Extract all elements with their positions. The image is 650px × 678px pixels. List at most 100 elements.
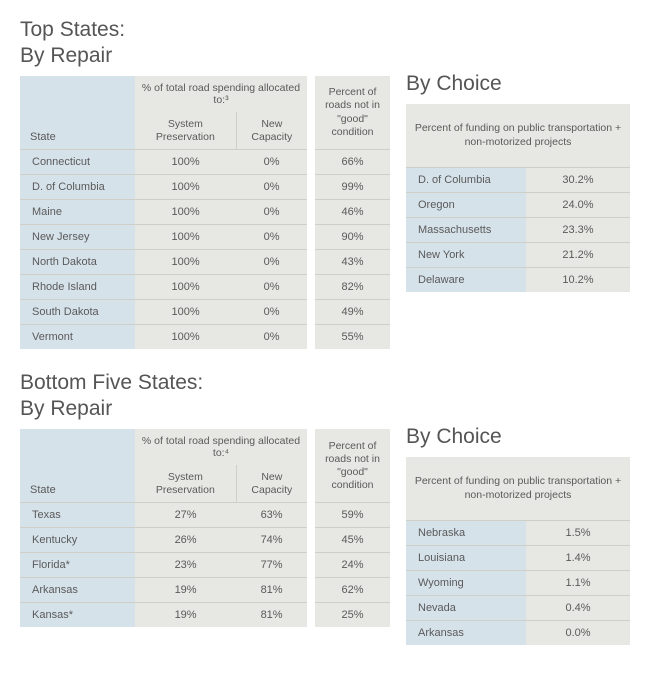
cell-new: 81% [236, 578, 307, 603]
choice-hdr: Percent of funding on public transportat… [406, 104, 630, 168]
cell-new: 77% [236, 553, 307, 578]
cell-pct: 24% [315, 553, 390, 578]
gap [307, 503, 315, 528]
gap [307, 429, 315, 503]
cell-pct: 99% [315, 175, 390, 200]
gap [307, 150, 315, 175]
table-row: Kentucky26%74%45% [20, 528, 390, 553]
cell-new: 0% [236, 275, 307, 300]
table-row: D. of Columbia100%0%99% [20, 175, 390, 200]
cell-pct: 1.4% [526, 546, 630, 571]
gap [307, 300, 315, 325]
cell-new: 63% [236, 503, 307, 528]
choice-hdr: Percent of funding on public transportat… [406, 457, 630, 521]
cell-pct: 82% [315, 275, 390, 300]
table-row: Louisiana1.4% [406, 546, 630, 571]
table-row: Connecticut100%0%66% [20, 150, 390, 175]
top-repair-table: State % of total road spending allocated… [20, 76, 390, 349]
table-row: North Dakota100%0% 43% [20, 250, 390, 275]
cell-state: South Dakota [20, 300, 135, 325]
table-row: New York21.2% [406, 243, 630, 268]
cell-sys: 23% [135, 553, 236, 578]
cell-state: Kansas* [20, 603, 135, 628]
col-sys: System Preservation [135, 465, 236, 503]
cell-sys: 26% [135, 528, 236, 553]
gap [307, 250, 315, 275]
gap [307, 578, 315, 603]
col-state: State [20, 429, 135, 503]
cell-state: D. of Columbia [406, 168, 526, 193]
bottom-section: By Repair State % of total road spending… [20, 397, 630, 645]
cell-state: Maine [20, 200, 135, 225]
cell-new: 81% [236, 603, 307, 628]
bottom-repair-table: State % of total road spending allocated… [20, 429, 390, 627]
cell-pct: 23.3% [526, 218, 630, 243]
table-row: Nevada0.4% [406, 596, 630, 621]
cell-pct: 46% [315, 200, 390, 225]
cell-new: 0% [236, 300, 307, 325]
cell-sys: 100% [135, 300, 236, 325]
cell-new: 0% [236, 175, 307, 200]
cell-pct: 43% [315, 250, 390, 275]
cell-pct: 90% [315, 225, 390, 250]
cell-pct: 66% [315, 150, 390, 175]
cell-pct: 62% [315, 578, 390, 603]
top-choice-table: Percent of funding on public transportat… [406, 104, 630, 292]
gap [307, 275, 315, 300]
bottom-repair-heading: By Repair [20, 397, 390, 421]
col-pct: Percent of roads not in "good" condition [315, 429, 390, 503]
cell-state: Wyoming [406, 571, 526, 596]
cell-sys: 100% [135, 250, 236, 275]
table-row: D. of Columbia30.2% [406, 168, 630, 193]
col-pct: Percent of roads not in "good" condition [315, 76, 390, 150]
cell-state: North Dakota [20, 250, 135, 275]
table-row: South Dakota100%0% 49% [20, 300, 390, 325]
cell-pct: 45% [315, 528, 390, 553]
cell-pct: 1.5% [526, 521, 630, 546]
cell-new: 0% [236, 200, 307, 225]
table-row: Massachusetts23.3% [406, 218, 630, 243]
cell-pct: 21.2% [526, 243, 630, 268]
cell-state: New York [406, 243, 526, 268]
table-row: Vermont100%0%55% [20, 325, 390, 350]
cell-sys: 100% [135, 275, 236, 300]
table-row: Arkansas19%81%62% [20, 578, 390, 603]
gap [307, 175, 315, 200]
cell-new: 0% [236, 325, 307, 350]
cell-new: 0% [236, 250, 307, 275]
cell-new: 74% [236, 528, 307, 553]
cell-state: Louisiana [406, 546, 526, 571]
top-section: By Repair State % of total road spending… [20, 44, 630, 349]
table-row: Kansas*19%81%25% [20, 603, 390, 628]
cell-pct: 24.0% [526, 193, 630, 218]
cell-new: 0% [236, 150, 307, 175]
top-choice-body: D. of Columbia30.2%Oregon24.0%Massachuse… [406, 168, 630, 293]
col-state: State [20, 76, 135, 150]
col-new: New Capacity [236, 465, 307, 503]
bottom-choice-heading: By Choice [406, 425, 630, 449]
col-sys: System Preservation [135, 112, 236, 150]
cell-pct: 59% [315, 503, 390, 528]
gap [307, 325, 315, 350]
cell-sys: 100% [135, 175, 236, 200]
table-row: Arkansas0.0% [406, 621, 630, 646]
table-row: Florida*23%77%24% [20, 553, 390, 578]
cell-pct: 49% [315, 300, 390, 325]
table-row: Delaware10.2% [406, 268, 630, 293]
cell-sys: 27% [135, 503, 236, 528]
cell-pct: 1.1% [526, 571, 630, 596]
bottom-choice-body: Nebraska1.5%Louisiana1.4%Wyoming1.1%Neva… [406, 521, 630, 646]
cell-sys: 100% [135, 200, 236, 225]
gap [307, 76, 315, 150]
bottom-repair-body: Texas27%63%59%Kentucky26%74%45%Florida*2… [20, 503, 390, 628]
cell-pct: 0.0% [526, 621, 630, 646]
cell-state: Vermont [20, 325, 135, 350]
cell-pct: 10.2% [526, 268, 630, 293]
table-row: Rhode Island100%0%82% [20, 275, 390, 300]
cell-state: Arkansas [20, 578, 135, 603]
gap [307, 225, 315, 250]
cell-sys: 100% [135, 225, 236, 250]
col-group: % of total road spending allocated to:³ [135, 76, 307, 112]
top-repair-body: Connecticut100%0%66%D. of Columbia100%0%… [20, 150, 390, 350]
cell-state: Connecticut [20, 150, 135, 175]
